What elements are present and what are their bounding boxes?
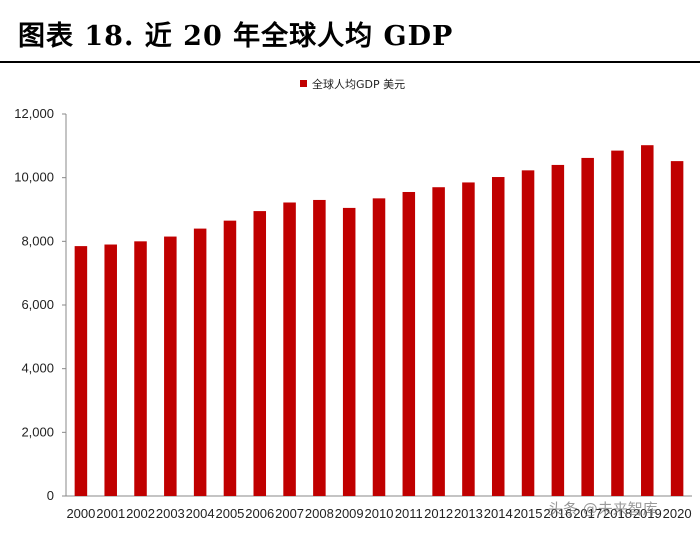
y-tick-label: 2,000 — [21, 424, 54, 439]
bar — [193, 228, 207, 496]
bar — [581, 157, 594, 496]
x-tick-label: 2009 — [335, 506, 364, 521]
x-tick-label: 2001 — [96, 506, 125, 521]
bar — [253, 211, 267, 496]
bar — [551, 164, 565, 496]
bar — [372, 198, 386, 496]
bar — [74, 246, 88, 496]
x-tick-label: 2005 — [215, 506, 244, 521]
x-tick-label: 2006 — [245, 506, 274, 521]
y-axis-ticks: 0 2,000 4,000 6,000 8,000 10,000 12,000 — [14, 106, 66, 503]
bar — [521, 170, 535, 496]
bar — [223, 220, 237, 496]
x-tick-label: 2004 — [186, 506, 215, 521]
bar — [641, 145, 654, 497]
x-tick-label: 2016 — [543, 506, 572, 521]
y-tick-label: 12,000 — [14, 106, 54, 121]
x-tick-label: 2010 — [365, 506, 394, 521]
bar — [342, 207, 356, 497]
x-tick-label: 2007 — [275, 506, 304, 521]
bars — [74, 145, 684, 497]
x-tick-label: 2012 — [424, 506, 453, 521]
title-rule — [0, 61, 700, 63]
bar — [104, 244, 117, 496]
y-tick-label: 6,000 — [21, 297, 54, 312]
bar — [670, 161, 684, 496]
watermark-text: 头条 @未来智库 — [548, 500, 658, 518]
y-tick-label: 4,000 — [21, 361, 54, 376]
bar — [432, 187, 445, 496]
x-tick-label: 2008 — [305, 506, 334, 521]
x-tick-label: 2003 — [156, 506, 185, 521]
x-tick-label: 2011 — [395, 506, 423, 521]
x-tick-label: 2020 — [663, 506, 692, 521]
x-tick-label: 2019 — [633, 506, 662, 521]
x-tick-label: 2015 — [514, 506, 543, 521]
x-tick-label: 2013 — [454, 506, 483, 521]
bar — [283, 202, 296, 496]
bar — [134, 241, 147, 496]
x-axis-ticks: 2000 2001 2002 2003 2004 2005 2006 2007 2008 2009… — [66, 506, 691, 521]
legend-label: 全球人均GDP 美元 — [312, 77, 405, 91]
legend: 全球人均GDP 美元 — [300, 77, 405, 91]
bar — [164, 236, 177, 496]
x-tick-label: 2017 — [573, 506, 602, 521]
bar — [313, 199, 326, 496]
legend-swatch — [300, 80, 307, 87]
y-tick-label: 8,000 — [21, 233, 54, 248]
x-tick-label: 2000 — [66, 506, 95, 521]
bar — [402, 191, 416, 496]
y-tick-label: 0 — [47, 488, 54, 503]
bar — [611, 150, 624, 496]
figure-title: 图表 18. 近 20 年全球人均 GDP — [18, 21, 454, 52]
bar — [462, 182, 475, 497]
y-tick-label: 10,000 — [14, 170, 54, 185]
bar — [491, 177, 505, 496]
x-tick-label: 2002 — [126, 506, 155, 521]
x-tick-label: 2014 — [484, 506, 513, 521]
x-tick-label: 2018 — [603, 506, 632, 521]
